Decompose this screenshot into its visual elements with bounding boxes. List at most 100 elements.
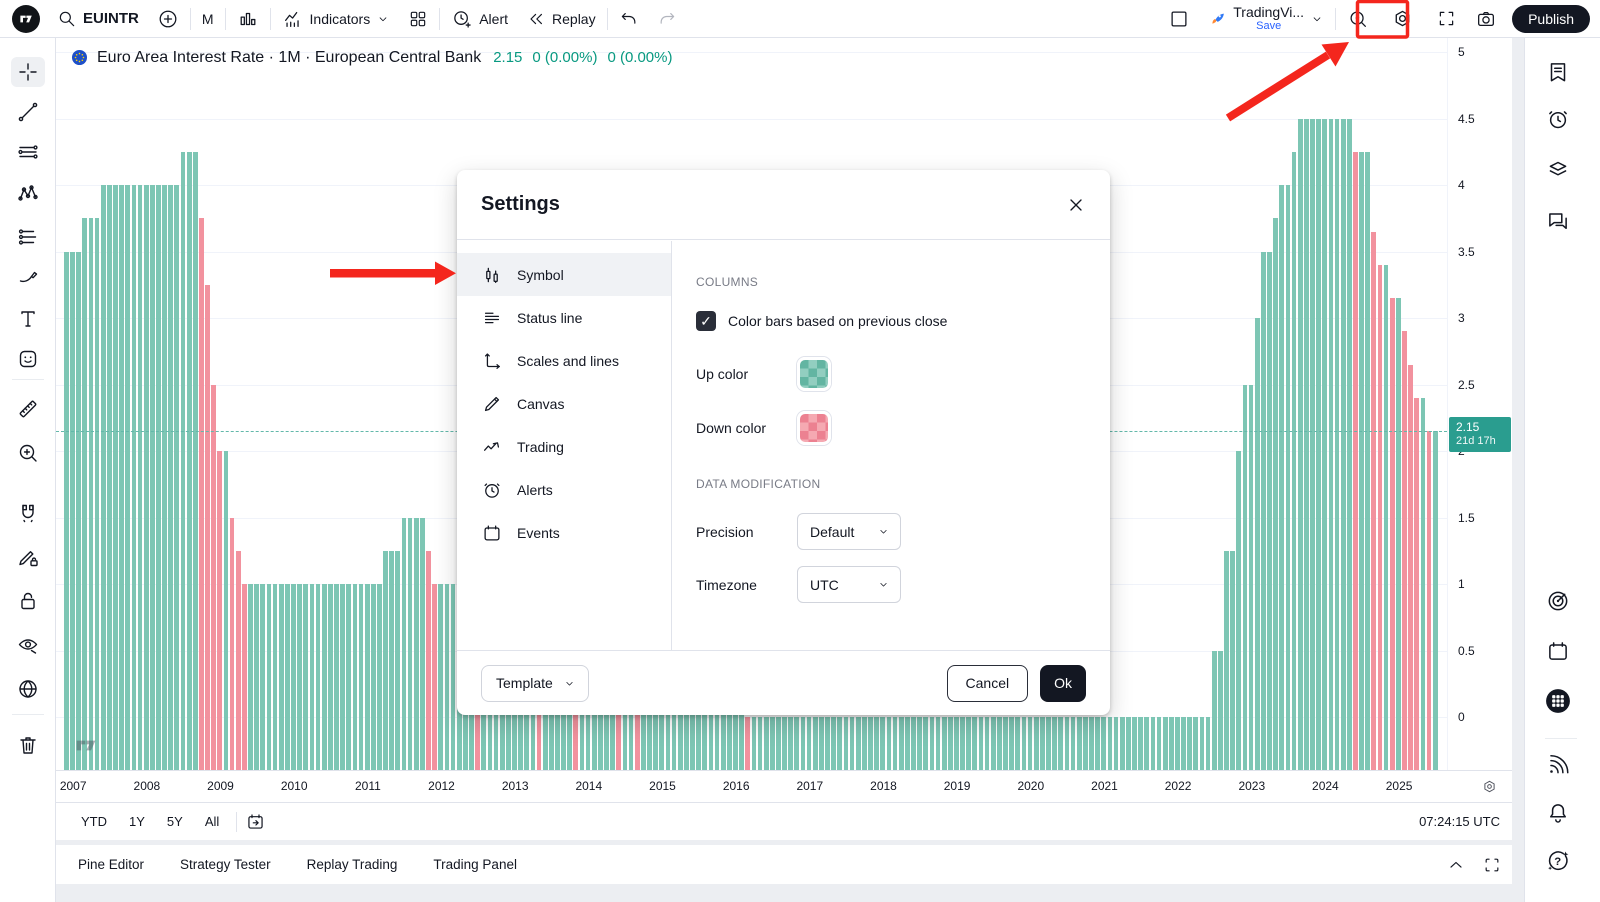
zoom-in-tool[interactable] [11,438,45,468]
crosshair-tool[interactable] [11,57,45,87]
text-tool-tool[interactable] [11,304,45,334]
layout-select-button[interactable] [1159,0,1199,37]
precision-dropdown[interactable]: Default [797,513,901,550]
settings-dialog-tab-events[interactable]: Events [457,511,671,554]
compare-add-button[interactable] [148,0,188,37]
eu-flag-icon [70,48,89,67]
cancel-button[interactable]: Cancel [946,664,1029,702]
bottom-tab-trading-panel[interactable]: Trading Panel [433,857,517,872]
range-ytd-button[interactable]: YTD [81,814,107,829]
watchlist-icon [1545,59,1571,85]
bottom-tab-strategy-tester[interactable]: Strategy Tester [180,857,271,872]
parallel-lines-tool[interactable] [11,137,45,167]
chart-settings-button[interactable] [1378,0,1427,37]
pencil-icon [481,393,503,415]
publish-button[interactable]: Publish [1512,4,1590,33]
settings-dialog-tab-trading[interactable]: Trading [457,425,671,468]
undo-button[interactable] [610,0,648,37]
radar-button[interactable] [1541,586,1575,616]
brush-tool[interactable] [11,262,45,292]
layout-name-button[interactable]: TradingVi... Save [1199,0,1333,37]
template-button[interactable]: Template [481,664,589,702]
settings-dialog-tab-alerts[interactable]: Alerts [457,468,671,511]
layers-button[interactable] [1541,154,1575,184]
close-icon[interactable] [1066,195,1086,215]
settings-dialog-tab-scales-and-lines[interactable]: Scales and lines [457,339,671,382]
redo-button[interactable] [648,0,686,37]
help-button[interactable]: ? [1541,846,1575,876]
price-scale[interactable]: 54.543.532.521.510.50 2.15 21d 17h [1447,38,1512,770]
bottom-tab-pine-editor[interactable]: Pine Editor [78,857,145,872]
color-bars-checkbox[interactable]: ✓ [696,311,716,331]
trash-tool[interactable] [11,730,45,760]
settings-dialog-title: Settings [481,193,560,215]
trading-zigzag-icon [481,436,503,458]
lock-icon [16,589,40,613]
quick-search-button[interactable] [1338,0,1378,37]
crosshair-icon [16,60,40,84]
alert-button[interactable]: Alert [442,0,517,37]
feed-signal-button[interactable] [1541,750,1575,780]
chart-pane[interactable]: Euro Area Interest Rate · 1M · European … [56,38,1447,770]
top-toolbar: EUINTR M Indicators Alert Replay [0,0,1600,38]
redo-icon [657,9,677,29]
xabcd-pattern-tool[interactable] [11,179,45,209]
trend-line-tool[interactable] [11,97,45,127]
collapse-panel-chevron-up-icon[interactable] [1446,855,1466,875]
calendar-button[interactable] [1541,636,1575,666]
chart-legend[interactable]: Euro Area Interest Rate · 1M · European … [70,48,673,67]
clock-utc[interactable]: 07:24:15 UTC [1419,814,1500,829]
down-color-swatch[interactable] [797,411,831,445]
layout-square-icon [1168,8,1190,30]
globe-tool[interactable] [11,674,45,704]
snapshot-button[interactable] [1466,0,1506,37]
drawing-toolbar [0,38,56,902]
symbol-search-button[interactable]: EUINTR [48,0,148,37]
timezone-dropdown[interactable]: UTC [797,566,901,603]
watchlist-button[interactable] [1541,57,1575,87]
maximize-panel-icon[interactable] [1482,855,1502,875]
layout-name: TradingVi... [1233,4,1305,20]
range-all-button[interactable]: All [204,814,220,829]
settings-dialog-tab-status-line[interactable]: Status line [457,296,671,339]
go-to-date-calendar-icon[interactable] [245,811,266,832]
settings-dialog-tab-symbol[interactable]: Symbol [457,253,671,296]
drawing-edit-lock-tool[interactable] [11,542,45,572]
chat-button[interactable] [1541,206,1575,236]
settings-dialog-content: COLUMNS ✓ Color bars based on previous c… [672,241,1110,650]
hide-drawings-eye-tool[interactable] [11,630,45,660]
magnet-tool[interactable] [11,498,45,528]
price-tick: 4 [1458,178,1465,192]
hide-drawings-eye-icon [16,633,40,657]
fullscreen-icon [1436,8,1457,29]
ok-button[interactable]: Ok [1040,664,1086,702]
lock-tool[interactable] [11,586,45,616]
time-scale-settings-gear-icon[interactable] [1481,778,1498,795]
price-tick: 0 [1458,710,1465,724]
up-color-swatch[interactable] [797,357,831,391]
fib-lines-tool[interactable] [11,222,45,252]
emoji-sticker-tool[interactable] [11,344,45,374]
notifications-bell-button[interactable] [1541,798,1575,828]
alerts-clock-button[interactable] [1541,104,1575,134]
settings-dialog-tab-canvas[interactable]: Canvas [457,382,671,425]
replay-button[interactable]: Replay [517,0,605,37]
bottom-tab-replay-trading[interactable]: Replay Trading [306,857,398,872]
interval-value: M [201,10,214,27]
range-1y-button[interactable]: 1Y [129,814,145,829]
save-link[interactable]: Save [1256,20,1282,32]
year-label: 2012 [428,779,455,793]
year-label: 2008 [133,779,161,793]
toolbar-separator [189,7,191,30]
time-scale[interactable]: 2007 2008 2009 2010 2011 2012 2013 2014 2015 2016… [56,770,1512,802]
apps-grid-button[interactable] [1541,686,1575,716]
ruler-tool[interactable] [11,394,45,424]
indicators-button[interactable]: Indicators [273,0,400,37]
tradingview-logo[interactable] [12,4,40,33]
interval-button[interactable]: M [193,0,223,37]
fullscreen-button[interactable] [1427,0,1466,37]
chart-type-button[interactable] [228,0,268,37]
indicator-templates-button[interactable] [399,0,437,37]
magnet-icon [16,501,40,525]
range-5y-button[interactable]: 5Y [166,814,183,829]
